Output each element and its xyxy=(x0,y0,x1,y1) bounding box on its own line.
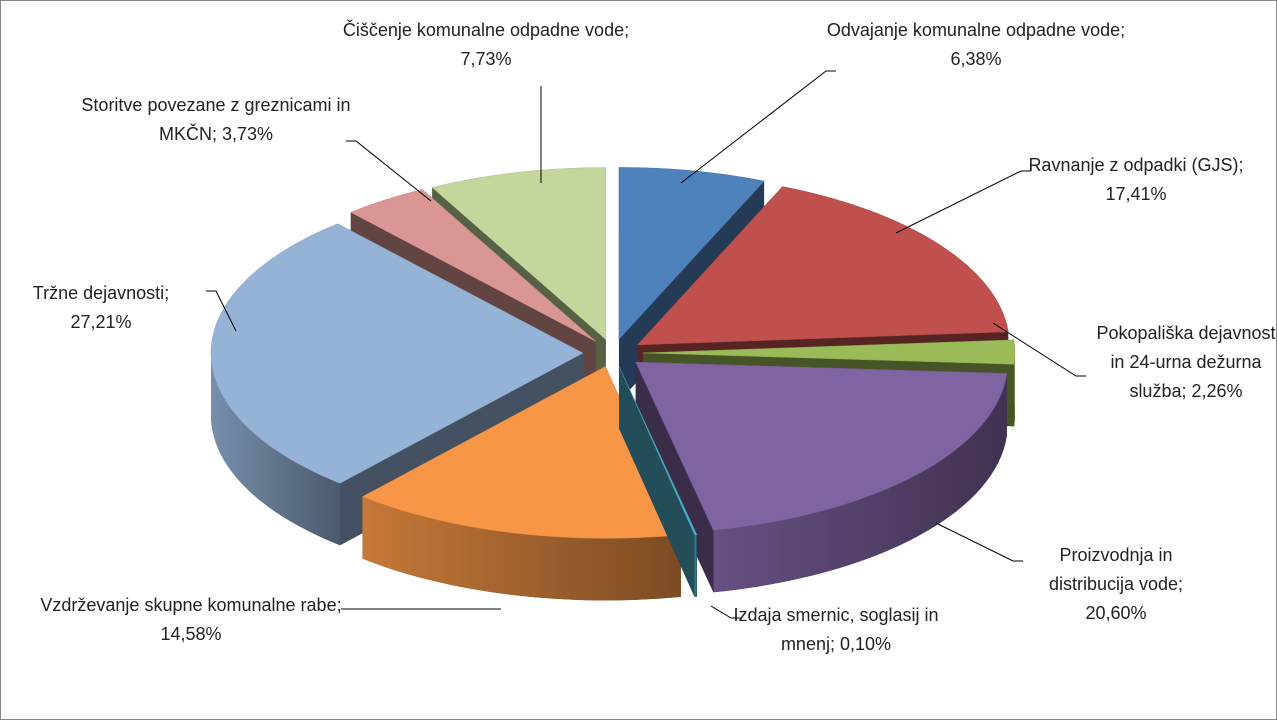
category-name: Ravnanje z odpadki (GJS) xyxy=(1028,155,1239,175)
slice-side xyxy=(694,534,697,598)
slice-top xyxy=(618,366,698,536)
value-label: 17,41% xyxy=(1105,184,1167,204)
value-label: 0,10% xyxy=(840,634,892,654)
leader-line xyxy=(895,170,1031,234)
data-label: Tržne dejavnosti; 27,21% xyxy=(1,279,201,337)
category-name: Pokopališka dejavnost in 24-urna dežurna… xyxy=(1096,323,1276,401)
slice-top xyxy=(350,189,597,342)
data-label: Pokopališka dejavnost in 24-urna dežurna… xyxy=(1094,319,1277,406)
data-label: Odvajanje komunalne odpadne vode; 6,38% xyxy=(826,16,1126,74)
label-separator: ; xyxy=(164,283,170,303)
value-label: 6,38% xyxy=(950,49,1002,69)
category-name: Storitve povezane z greznicami in MKČN xyxy=(81,95,351,144)
leader-line xyxy=(346,140,432,202)
label-separator: ; xyxy=(1178,574,1184,594)
slice-top xyxy=(642,339,1016,365)
value-label: 27,21% xyxy=(70,312,132,332)
value-label: 7,73% xyxy=(460,49,512,69)
label-separator: ; xyxy=(1181,381,1187,401)
slice-top xyxy=(431,167,607,341)
data-label: Čiščenje komunalne odpadne vode; 7,73% xyxy=(341,16,631,74)
slice xyxy=(210,223,584,546)
leader-line xyxy=(992,322,1086,377)
data-label: Izdaja smernic, soglasij in mnenj; 0,10% xyxy=(726,601,946,659)
category-name: Čiščenje komunalne odpadne vode xyxy=(342,20,625,40)
data-label: Vzdrževanje skupne komunalne rabe; 14,58… xyxy=(36,591,346,649)
label-separator: ; xyxy=(829,634,835,654)
value-label: 14,58% xyxy=(160,624,222,644)
data-label: Ravnanje z odpadki (GJS); 17,41% xyxy=(1026,151,1246,209)
slice-side xyxy=(362,496,681,601)
label-separator: ; xyxy=(624,20,630,40)
slice-top xyxy=(618,167,765,341)
data-label: Proizvodnja in distribucija vode; 20,60% xyxy=(1026,541,1206,628)
category-name: Odvajanje komunalne odpadne vode xyxy=(826,20,1121,40)
label-separator: ; xyxy=(1238,155,1244,175)
slice-wall xyxy=(619,366,695,598)
category-name: Izdaja smernic, soglasij in mnenj xyxy=(733,605,939,654)
category-name: Tržne dejavnosti xyxy=(32,283,165,303)
leader-line xyxy=(935,522,1023,562)
slice-side xyxy=(1014,352,1015,427)
category-name: Proizvodnja in distribucija vode xyxy=(1048,545,1179,594)
category-name: Vzdrževanje skupne komunalne rabe xyxy=(40,595,337,615)
label-separator: ; xyxy=(1120,20,1126,40)
data-label: Storitve povezane z greznicami in MKČN; … xyxy=(71,91,361,149)
label-separator: ; xyxy=(211,124,217,144)
slice xyxy=(635,361,1008,593)
slice xyxy=(361,366,682,601)
slice-top xyxy=(636,186,1009,346)
leader-line xyxy=(680,70,836,184)
value-label: 3,73% xyxy=(221,124,274,144)
value-label: 2,26% xyxy=(1191,381,1243,401)
slice-top xyxy=(635,361,1008,531)
slice-top xyxy=(210,223,584,484)
slice-top xyxy=(361,366,682,539)
slice-side xyxy=(713,373,1007,593)
leader-line xyxy=(206,290,237,332)
slice-side xyxy=(211,353,340,546)
value-label: 20,60% xyxy=(1085,603,1147,623)
slice xyxy=(618,366,698,598)
label-separator: ; xyxy=(336,595,342,615)
leader-line xyxy=(710,605,741,619)
